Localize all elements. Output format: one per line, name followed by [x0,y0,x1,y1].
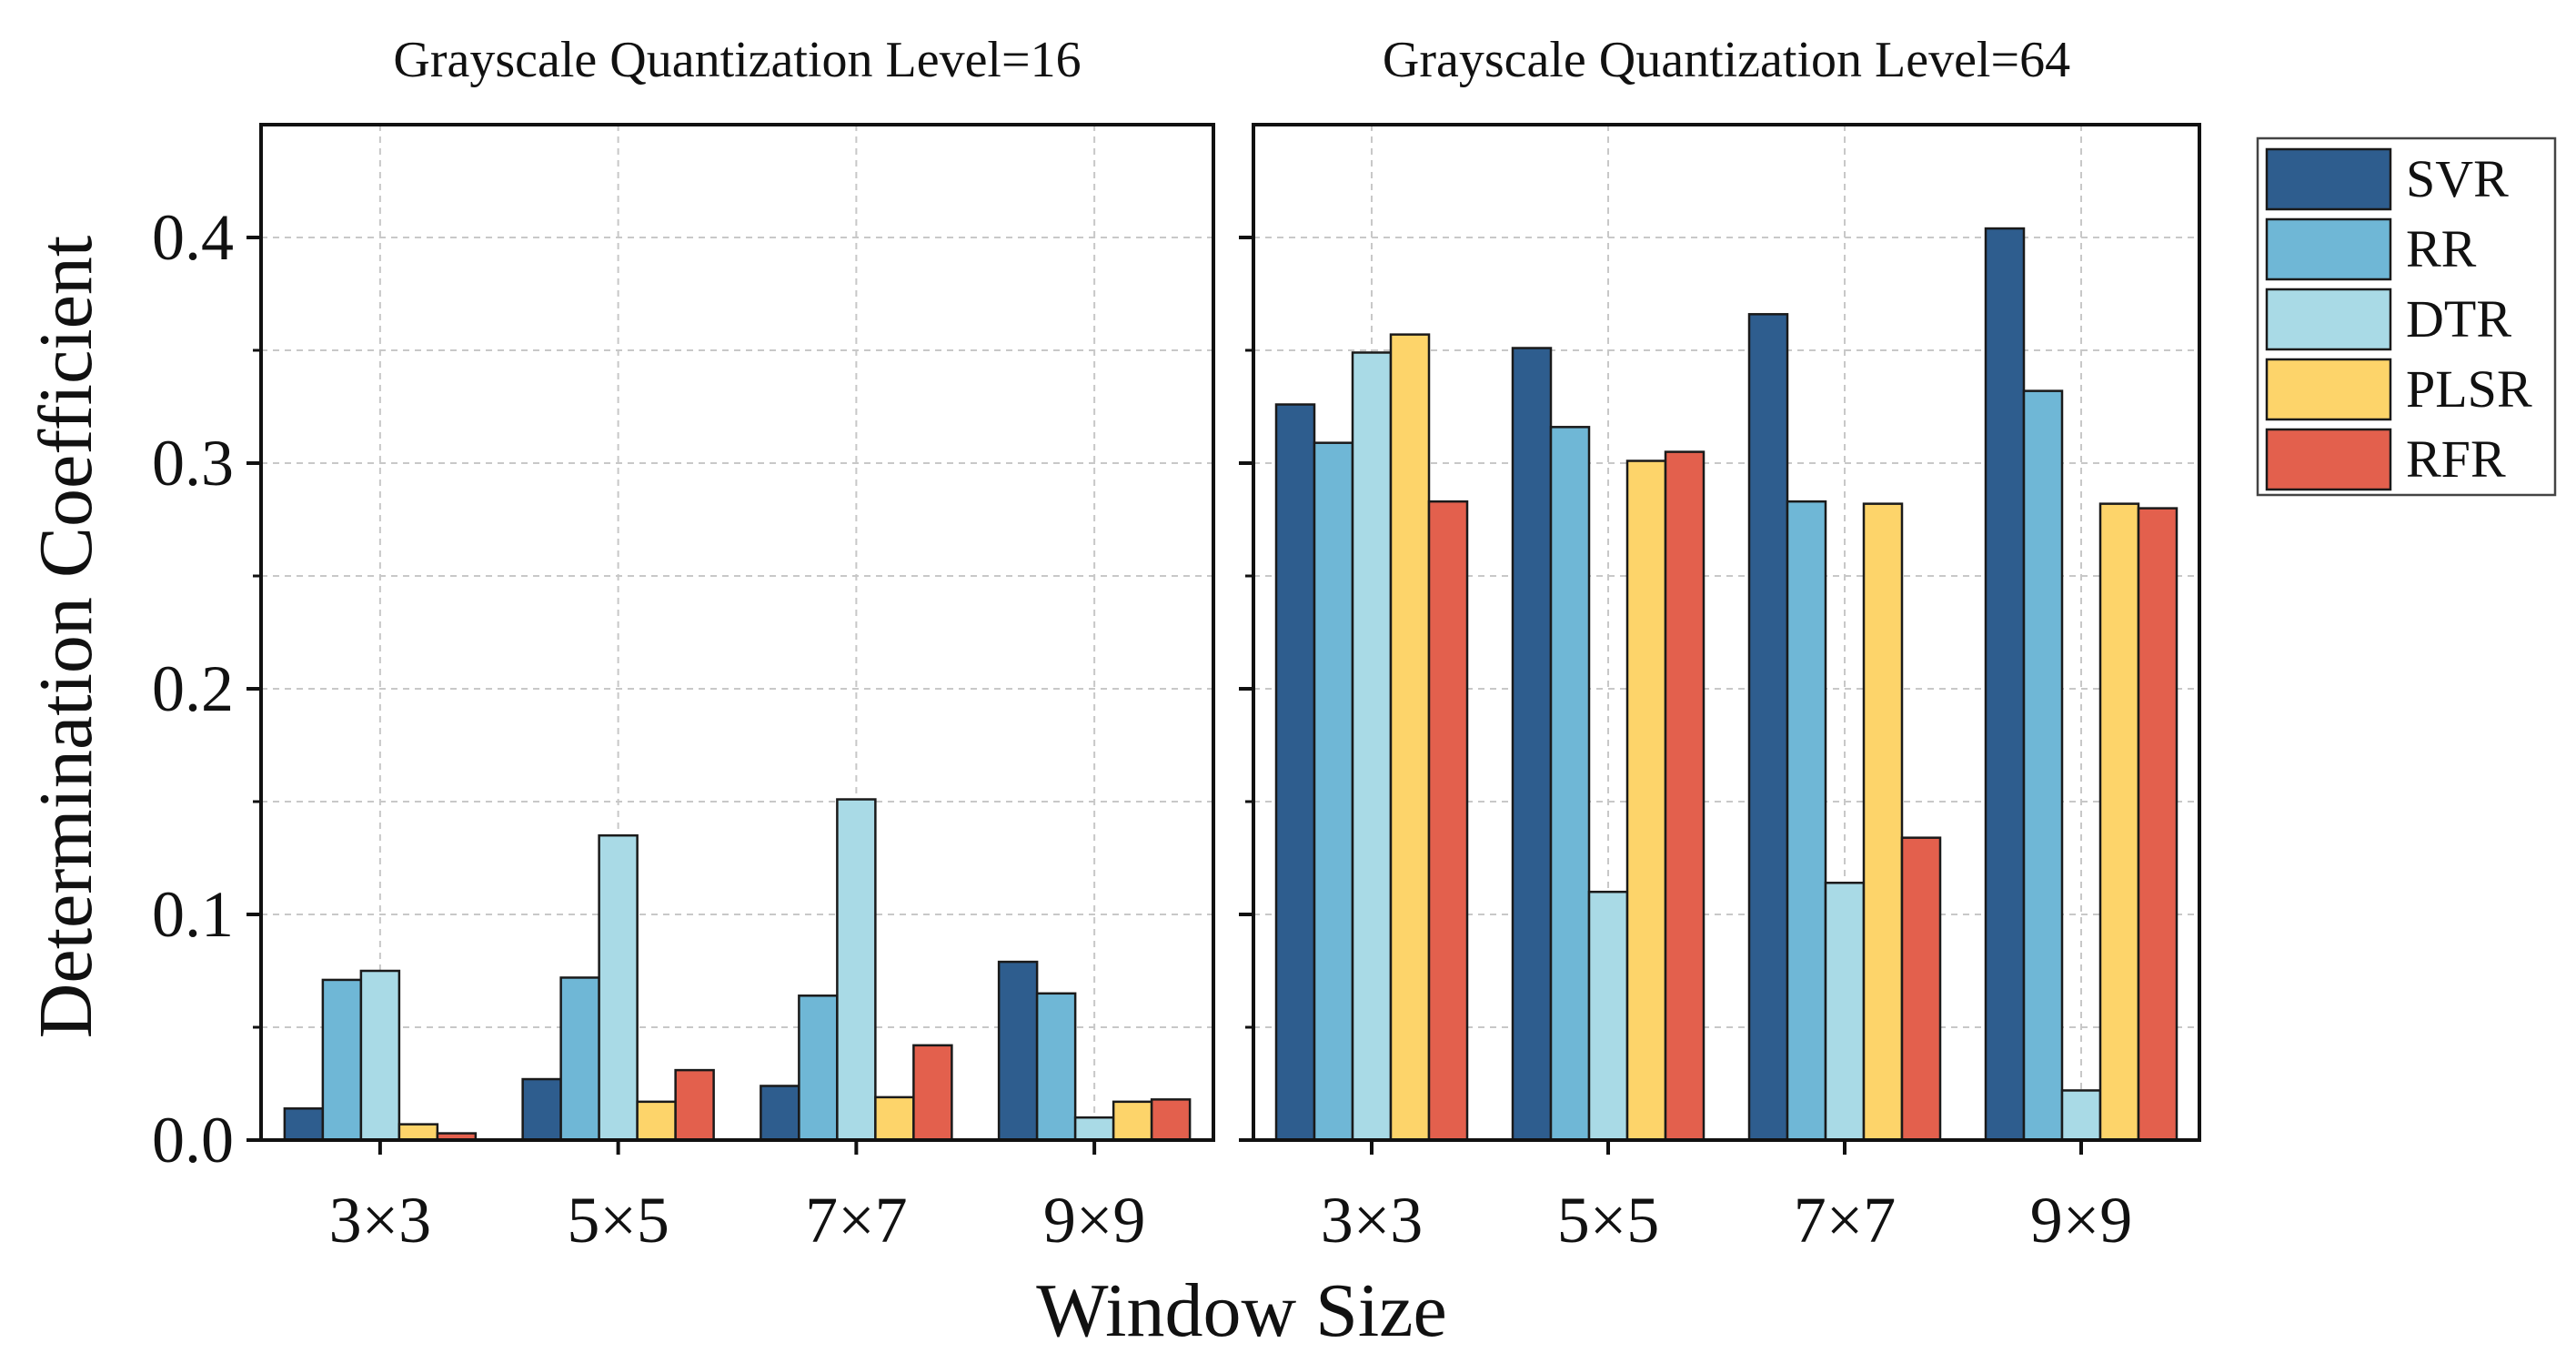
bar-plsr-7-7 [874,1095,915,1142]
legend-item-plsr: PLSR [2265,358,2532,421]
bar-plsr-5-5 [636,1100,677,1142]
bar-plsr-9-9 [2098,502,2140,1142]
legend-swatch-rfr [2265,428,2392,491]
bar-dtr-7-7 [1824,882,1866,1142]
x-tick-label-7-7: 7×7 [1794,1184,1897,1257]
bar-svr-7-7 [1747,313,1789,1142]
panel-title: Grayscale Quantization Level=16 [393,32,1081,88]
chart-panel-2: 3×3 5×5 7×7 9×9 Grayscale Quantization Level… [1239,32,2201,1257]
bar-rr-5-5 [559,976,600,1142]
bar-svr-3-3 [283,1107,325,1142]
bar-svr-9-9 [1984,227,2026,1142]
legend-item-rfr: RFR [2265,428,2506,491]
x-tick-label-7-7: 7×7 [805,1184,908,1257]
x-tick-label-3-3: 3×3 [329,1184,432,1257]
bar-dtr-9-9 [1073,1116,1115,1142]
plot-frame [259,123,1215,1142]
bar-rr-3-3 [321,978,363,1142]
x-tick-label-5-5: 5×5 [567,1184,669,1257]
bar-dtr-3-3 [1351,351,1393,1142]
x-tick-label-3-3: 3×3 [1321,1184,1424,1257]
bar-rr-3-3 [1313,441,1354,1142]
bar-svr-9-9 [997,960,1039,1142]
x-tick-label-5-5: 5×5 [1557,1184,1660,1257]
legend-swatch-plsr [2265,358,2392,421]
bar-plsr-5-5 [1625,459,1667,1142]
bar-rfr-5-5 [1664,450,1706,1142]
x-axis-title: Window Size [1036,1268,1447,1353]
legend-label-dtr: DTR [2406,289,2511,348]
legend-item-rr: RR [2265,217,2477,281]
legend: SVR RR DTR PLSR RFR [2256,136,2557,497]
bar-rfr-9-9 [1150,1098,1192,1142]
y-tick-label: 0.3 [152,427,234,500]
bar-plsr-7-7 [1862,502,1904,1142]
bar-rfr-9-9 [2137,507,2179,1142]
bar-rr-9-9 [2022,389,2064,1142]
bar-svr-7-7 [760,1085,800,1142]
legend-swatch-svr [2265,147,2392,211]
bar-rfr-5-5 [674,1068,715,1142]
bar-rr-7-7 [798,994,839,1142]
y-tick-label: 0.2 [152,652,234,725]
y-tick-label: 0.0 [152,1104,234,1176]
legend-label-plsr: PLSR [2406,359,2532,419]
bar-svr-3-3 [1274,403,1316,1142]
legend-label-rfr: RFR [2406,429,2506,489]
bar-plsr-3-3 [397,1123,439,1142]
legend-item-dtr: DTR [2265,288,2511,351]
bar-rr-5-5 [1549,426,1591,1142]
plot-frame [1252,123,2201,1142]
legend-label-rr: RR [2406,219,2477,278]
bar-rfr-3-3 [1427,500,1469,1142]
bar-dtr-9-9 [2060,1089,2102,1142]
bar-plsr-9-9 [1112,1100,1153,1142]
bar-dtr-7-7 [836,798,877,1142]
bar-rfr-7-7 [1900,836,1942,1142]
chart-panel-1: 0.0 0.1 0.2 0.3 0.4 3×3 5×5 7×7 9×9 Grayscale Qua… [152,32,1215,1257]
bar-svr-5-5 [521,1077,562,1142]
x-tick-label-9-9: 9×9 [1043,1184,1146,1257]
bar-dtr-5-5 [598,833,639,1142]
chart-panels: 0.0 0.1 0.2 0.3 0.4 3×3 5×5 7×7 9×9 Grayscale Qua… [152,32,2201,1257]
legend-label-svr: SVR [2406,149,2509,208]
bar-svr-5-5 [1511,347,1553,1142]
panel-title: Grayscale Quantization Level=64 [1383,32,2070,88]
bar-dtr-3-3 [359,969,401,1142]
bar-rr-7-7 [1786,500,1827,1142]
y-tick-label: 0.1 [152,878,234,951]
legend-swatch-dtr [2265,288,2392,351]
x-tick-label-9-9: 9×9 [2030,1184,2133,1257]
bar-dtr-5-5 [1587,890,1629,1142]
legend-swatch-rr [2265,217,2392,281]
bar-rr-9-9 [1035,992,1077,1142]
y-axis-title: Determination Coefficient [24,236,108,1039]
legend-item-svr: SVR [2265,147,2509,211]
bar-rfr-7-7 [912,1044,953,1142]
bar-plsr-3-3 [1389,333,1431,1142]
y-tick-label: 0.4 [152,201,234,274]
